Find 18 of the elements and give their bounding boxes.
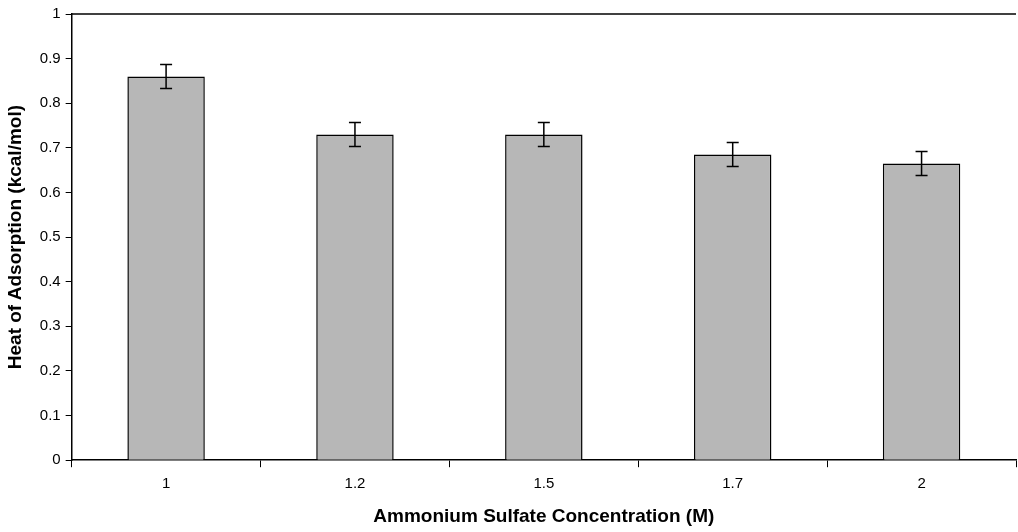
x-tick-label: 1.5 xyxy=(533,474,555,492)
y-tick-label: 0.1 xyxy=(39,405,61,423)
y-tick-label: 0.8 xyxy=(39,93,61,111)
y-tick-label: 0.3 xyxy=(39,316,61,334)
y-tick-label: 0.9 xyxy=(39,48,61,66)
x-axis-title: Ammonium Sulfate Concentration (M) xyxy=(373,504,715,526)
y-axis-title: Heat of Adsorption (kcal/mol) xyxy=(3,104,25,370)
y-tick-label: 0.2 xyxy=(39,361,61,379)
y-tick-label: 0.5 xyxy=(39,227,61,245)
y-tick-label: 0 xyxy=(52,450,61,468)
y-tick-label: 0.6 xyxy=(39,182,61,200)
y-tick-label: 0.4 xyxy=(39,271,61,289)
x-tick-label: 1.7 xyxy=(722,474,744,492)
x-tick-label: 1 xyxy=(161,474,171,492)
x-tick-label: 1.2 xyxy=(344,474,366,492)
y-tick-label: 1 xyxy=(52,4,61,22)
y-tick-label: 0.7 xyxy=(39,138,61,155)
x-tick-label: 2 xyxy=(917,474,926,492)
